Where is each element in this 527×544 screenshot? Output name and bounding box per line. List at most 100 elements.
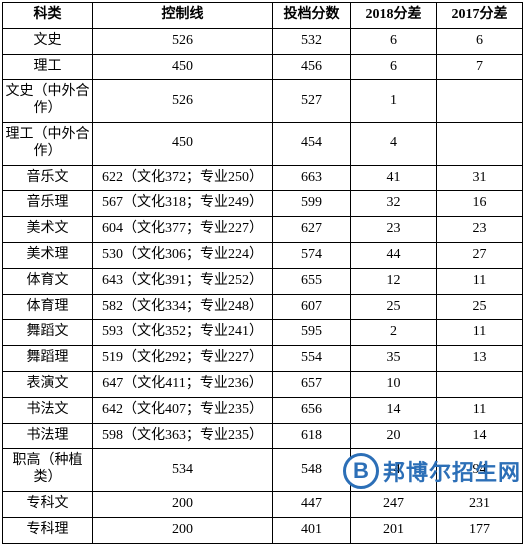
- table-row: 理工45045667: [3, 54, 523, 80]
- cell: 2: [351, 320, 437, 346]
- cell: 94: [437, 449, 523, 492]
- table-row: 美术理530（文化306；专业224）5744427: [3, 242, 523, 268]
- cell: 655: [273, 268, 351, 294]
- table-row: 文史52653266: [3, 28, 523, 54]
- cell: 16: [437, 191, 523, 217]
- table-row: 体育理582（文化334；专业248）6072525: [3, 294, 523, 320]
- cell: 1: [351, 80, 437, 123]
- cell: 美术文: [3, 217, 93, 243]
- cell: 454: [273, 122, 351, 165]
- cell: 35: [351, 346, 437, 372]
- cell: 25: [437, 294, 523, 320]
- cell: 6: [351, 28, 437, 54]
- cell: 604（文化377；专业227）: [93, 217, 273, 243]
- cell: 582（文化334；专业248）: [93, 294, 273, 320]
- cell: 618: [273, 423, 351, 449]
- col-header-diff-2018: 2018分差: [351, 3, 437, 29]
- cell: 14: [351, 397, 437, 423]
- cell: 体育文: [3, 268, 93, 294]
- col-header-control-line: 控制线: [93, 3, 273, 29]
- cell: 32: [351, 191, 437, 217]
- cell: 12: [351, 268, 437, 294]
- cell: 舞蹈理: [3, 346, 93, 372]
- cell: 25: [351, 294, 437, 320]
- cell: 书法理: [3, 423, 93, 449]
- cell: 554: [273, 346, 351, 372]
- table-body: 文史52653266 理工45045667 文史（中外合作）5265271 理工…: [3, 28, 523, 543]
- table-row: 书法文642（文化407；专业235）6561411: [3, 397, 523, 423]
- cell: 23: [437, 217, 523, 243]
- cell: 理工: [3, 54, 93, 80]
- cell: 44: [351, 242, 437, 268]
- cell: 6: [437, 28, 523, 54]
- cell: 450: [93, 122, 273, 165]
- cell: 231: [437, 491, 523, 517]
- table-row: 体育文643（文化391；专业252）6551211: [3, 268, 523, 294]
- cell: 6: [351, 54, 437, 80]
- cell: 23: [351, 217, 437, 243]
- table-row: 专科文200447247231: [3, 491, 523, 517]
- table-row: 职高（种植类）5345481494: [3, 449, 523, 492]
- cell: 663: [273, 165, 351, 191]
- cell: 656: [273, 397, 351, 423]
- cell: 456: [273, 54, 351, 80]
- cell: 理工（中外合作）: [3, 122, 93, 165]
- cell: 657: [273, 371, 351, 397]
- cell: 532: [273, 28, 351, 54]
- cell: 表演文: [3, 371, 93, 397]
- table-row: 音乐文622（文化372；专业250）6634131: [3, 165, 523, 191]
- cell: 4: [351, 122, 437, 165]
- cell: 10: [351, 371, 437, 397]
- cell: 200: [93, 491, 273, 517]
- cell: 专科理: [3, 517, 93, 543]
- table-row: 音乐理567（文化318；专业249）5993216: [3, 191, 523, 217]
- cell: 450: [93, 54, 273, 80]
- cell: 41: [351, 165, 437, 191]
- cell: 622（文化372；专业250）: [93, 165, 273, 191]
- table-row: 舞蹈文593（文化352；专业241）595211: [3, 320, 523, 346]
- cell: 643（文化391；专业252）: [93, 268, 273, 294]
- cell: [437, 80, 523, 123]
- cell: 美术理: [3, 242, 93, 268]
- table-row: 文史（中外合作）5265271: [3, 80, 523, 123]
- cell: 14: [437, 423, 523, 449]
- cell: 7: [437, 54, 523, 80]
- cell: 14: [351, 449, 437, 492]
- cell: 534: [93, 449, 273, 492]
- cell: 31: [437, 165, 523, 191]
- col-header-admit-score: 投档分数: [273, 3, 351, 29]
- table-row: 书法理598（文化363；专业235）6182014: [3, 423, 523, 449]
- cell: 11: [437, 397, 523, 423]
- cell: 526: [93, 28, 273, 54]
- score-table: 科类 控制线 投档分数 2018分差 2017分差 文史52653266 理工4…: [2, 2, 523, 544]
- table-row: 表演文647（文化411；专业236）65710: [3, 371, 523, 397]
- cell: 599: [273, 191, 351, 217]
- cell: 401: [273, 517, 351, 543]
- cell: 595: [273, 320, 351, 346]
- cell: 574: [273, 242, 351, 268]
- cell: 音乐理: [3, 191, 93, 217]
- col-header-diff-2017: 2017分差: [437, 3, 523, 29]
- cell: 647（文化411；专业236）: [93, 371, 273, 397]
- cell: 527: [273, 80, 351, 123]
- table-row: 美术文604（文化377；专业227）6272323: [3, 217, 523, 243]
- cell: 20: [351, 423, 437, 449]
- cell: 职高（种植类）: [3, 449, 93, 492]
- cell: 627: [273, 217, 351, 243]
- cell: 519（文化292；专业227）: [93, 346, 273, 372]
- cell: 526: [93, 80, 273, 123]
- cell: 607: [273, 294, 351, 320]
- table-row: 理工（中外合作）4504544: [3, 122, 523, 165]
- cell: 530（文化306；专业224）: [93, 242, 273, 268]
- cell: 201: [351, 517, 437, 543]
- table-row: 专科理200401201177: [3, 517, 523, 543]
- col-header-category: 科类: [3, 3, 93, 29]
- cell: 247: [351, 491, 437, 517]
- cell: 593（文化352；专业241）: [93, 320, 273, 346]
- cell: 书法文: [3, 397, 93, 423]
- cell: 13: [437, 346, 523, 372]
- cell: 567（文化318；专业249）: [93, 191, 273, 217]
- cell: 文史: [3, 28, 93, 54]
- cell: [437, 122, 523, 165]
- table-header-row: 科类 控制线 投档分数 2018分差 2017分差: [3, 3, 523, 29]
